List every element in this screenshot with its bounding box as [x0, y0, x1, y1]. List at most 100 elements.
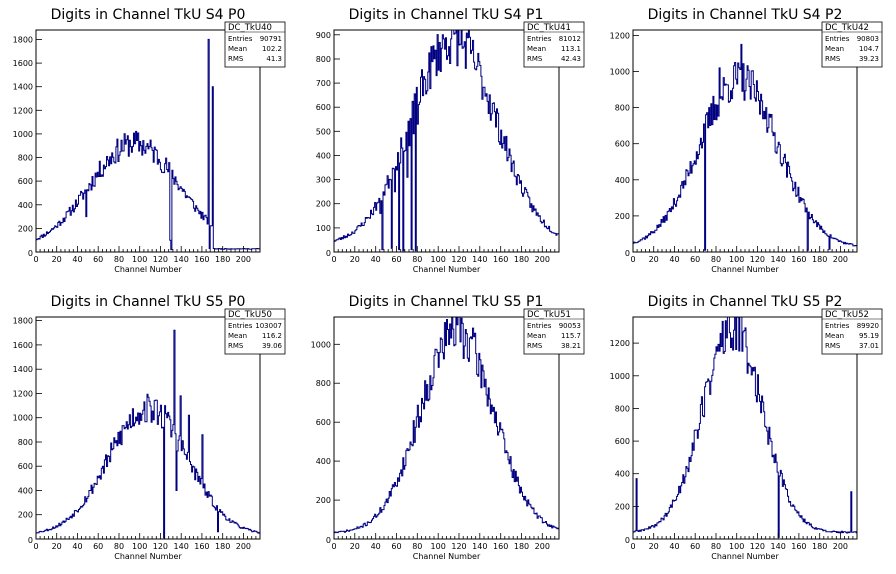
y-tick-label: 1200 [13, 389, 33, 398]
y-tick-label: 1800 [13, 317, 33, 326]
x-tick-label: 60 [93, 255, 103, 264]
x-tick-label: 200 [833, 255, 848, 264]
y-tick-label: 600 [615, 140, 630, 149]
x-tick-label: 0 [33, 255, 38, 264]
stats-label-mean: Mean [527, 332, 546, 340]
stats-box: DC_TkU51 Entries 90053 Mean 115.7 RMS 38.21 [523, 308, 585, 355]
y-tick-label: 1000 [610, 68, 630, 77]
stats-value-mean: 113.1 [561, 45, 581, 53]
y-tick-label: 800 [615, 104, 630, 113]
x-tick-label: 200 [535, 255, 550, 264]
y-tick-label: 1600 [13, 59, 33, 68]
stats-box-frame [523, 308, 585, 355]
chart-title: Digits in Channel TkU S4 P2 [648, 7, 843, 23]
x-tick-label: 100 [729, 542, 744, 551]
x-tick-label: 180 [514, 542, 529, 551]
x-tick-label: 120 [153, 542, 168, 551]
stats-box-frame [523, 21, 585, 68]
stats-label-entries: Entries [825, 35, 850, 43]
stats-label-rms: RMS [825, 55, 841, 63]
x-tick-label: 60 [93, 542, 103, 551]
histogram-panel: Digits in Channel TkU S5 P1 0 20 40 60 80 100 1… [311, 294, 585, 561]
stats-label-entries: Entries [527, 322, 552, 330]
stats-box: DC_TkU50 Entries 103007 Mean 116.2 RMS 39.06 [224, 308, 286, 355]
x-tick-label: 100 [132, 255, 147, 264]
stats-name: DC_TkU40 [228, 23, 272, 33]
stats-value-mean: 95.19 [859, 332, 879, 340]
stats-name: DC_TkU42 [825, 23, 869, 33]
stats-box: DC_TkU52 Entries 89920 Mean 95.19 RMS 37.01 [821, 308, 883, 355]
y-tick-label: 1000 [13, 130, 33, 139]
stats-value-rms: 37.01 [859, 342, 879, 350]
x-tick-label: 200 [236, 542, 251, 551]
x-tick-label: 180 [812, 255, 827, 264]
x-tick-label: 140 [771, 255, 786, 264]
stats-label-rms: RMS [228, 342, 244, 350]
x-tick-label: 0 [630, 255, 635, 264]
x-tick-label: 120 [451, 255, 466, 264]
x-tick-label: 60 [391, 255, 401, 264]
stats-value-mean: 116.2 [262, 332, 282, 340]
histogram-series [333, 316, 559, 539]
histogram-panel: Digits in Channel TkU S4 P0 0 20 40 60 80 100 1… [13, 7, 286, 274]
x-tick-label: 200 [833, 542, 848, 551]
y-tick-label: 200 [18, 511, 33, 520]
stats-value-rms: 38.21 [561, 342, 581, 350]
x-tick-label: 0 [630, 542, 635, 551]
y-tick-label: 400 [316, 152, 331, 161]
x-tick-label: 40 [669, 542, 679, 551]
x-tick-label: 140 [472, 255, 487, 264]
y-origin-label: 0 [28, 249, 33, 258]
stats-label-rms: RMS [825, 342, 841, 350]
y-tick-label: 400 [18, 487, 33, 496]
x-axis-label: Channel Number [114, 552, 182, 561]
x-tick-label: 60 [391, 542, 401, 551]
stats-box-frame [821, 308, 883, 355]
stats-value-rms: 39.06 [262, 342, 283, 350]
y-tick-label: 1000 [13, 414, 33, 423]
stats-value-mean: 102.2 [262, 45, 282, 53]
chart-title: Digits in Channel TkU S5 P0 [51, 294, 246, 310]
x-tick-label: 180 [514, 255, 529, 264]
x-tick-label: 40 [72, 255, 82, 264]
chart-title: Digits in Channel TkU S5 P2 [648, 294, 843, 310]
x-tick-label: 140 [472, 542, 487, 551]
x-tick-label: 160 [791, 542, 806, 551]
x-axis-label: Channel Number [413, 265, 481, 274]
stats-box: DC_TkU40 Entries 90791 Mean 102.2 RMS 41.3 [224, 21, 286, 68]
stats-value-entries: 90803 [857, 35, 879, 43]
x-tick-label: 0 [331, 542, 336, 551]
x-tick-label: 80 [114, 542, 124, 551]
histogram-panel: Digits in Channel TkU S5 P0 0 20 40 60 80 100 1… [13, 294, 286, 561]
x-axis-label: Channel Number [114, 265, 182, 274]
x-tick-label: 140 [174, 542, 189, 551]
stats-name: DC_TkU52 [825, 310, 869, 320]
y-tick-label: 600 [316, 418, 331, 427]
stats-value-mean: 115.7 [561, 332, 581, 340]
stats-value-entries: 103007 [255, 322, 282, 330]
x-tick-label: 20 [52, 255, 62, 264]
x-tick-label: 180 [215, 255, 230, 264]
x-tick-label: 160 [791, 255, 806, 264]
x-tick-label: 40 [371, 542, 381, 551]
x-tick-label: 80 [711, 255, 721, 264]
stats-label-mean: Mean [825, 332, 844, 340]
stats-box: DC_TkU42 Entries 90803 Mean 104.7 RMS 39.23 [821, 21, 883, 68]
x-tick-label: 140 [771, 542, 786, 551]
y-tick-label: 200 [316, 200, 331, 209]
x-tick-label: 160 [493, 255, 508, 264]
stats-box-frame [224, 21, 286, 68]
stats-box-frame [224, 308, 286, 355]
y-tick-label: 300 [316, 176, 331, 185]
x-tick-label: 100 [729, 255, 744, 264]
x-tick-label: 40 [371, 255, 381, 264]
x-tick-label: 80 [114, 255, 124, 264]
y-tick-label: 700 [316, 79, 331, 88]
x-tick-label: 160 [493, 542, 508, 551]
stats-value-entries: 81012 [559, 35, 581, 43]
stats-box-frame [821, 21, 883, 68]
stats-value-rms: 39.23 [859, 55, 879, 63]
x-axis-label: Channel Number [711, 552, 779, 561]
x-tick-label: 120 [750, 542, 765, 551]
